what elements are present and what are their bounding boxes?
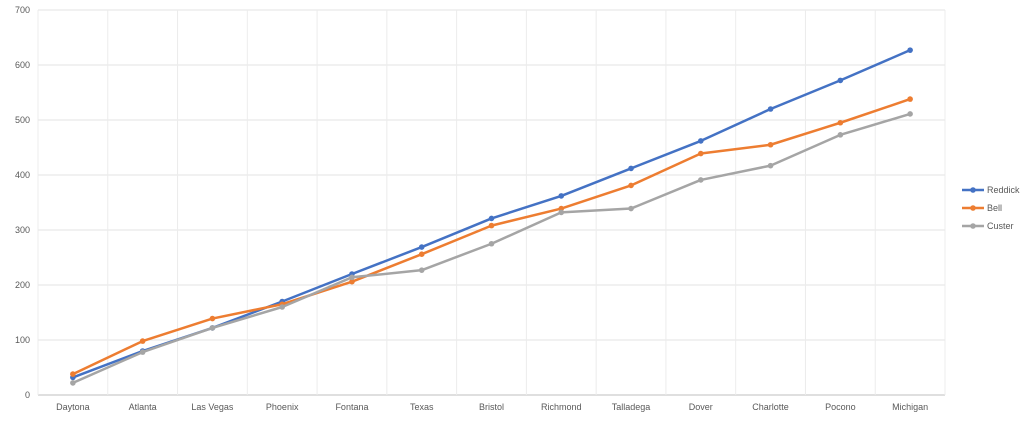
data-point <box>628 205 634 212</box>
data-point <box>907 47 913 53</box>
x-tick-label: Las Vegas <box>191 402 234 412</box>
axes: 0 100 200 300 400 500 600 700 Daytona Atlanta Las … <box>15 5 928 412</box>
data-point <box>698 150 704 157</box>
data-point <box>349 274 355 281</box>
grid-lines <box>37 9 946 396</box>
legend-label: Bell <box>987 203 1002 213</box>
legend: Reddick Bell Custer <box>962 185 1020 231</box>
x-tick-label: Pocono <box>825 402 856 412</box>
data-point <box>488 222 495 229</box>
data-point <box>837 132 844 138</box>
series-line <box>71 48 912 379</box>
data-point <box>698 177 704 183</box>
data-point <box>418 251 425 257</box>
data-point <box>488 240 495 247</box>
data-point <box>139 349 146 355</box>
data-point <box>349 278 355 285</box>
y-tick-label: 100 <box>15 335 30 345</box>
data-point <box>488 215 495 222</box>
x-tick-label: Michigan <box>892 402 928 412</box>
y-tick-label: 600 <box>15 60 30 70</box>
x-tick-label: Daytona <box>56 402 90 412</box>
data-point <box>209 315 216 322</box>
series-reddick <box>70 47 913 381</box>
legend-marker <box>970 223 976 229</box>
data-point <box>279 304 285 310</box>
legend-marker <box>970 187 976 193</box>
data-point <box>628 165 634 172</box>
y-tick-label: 700 <box>15 5 30 15</box>
data-point <box>558 193 565 199</box>
data-point <box>70 371 76 377</box>
data-point <box>558 205 565 212</box>
y-tick-label: 400 <box>15 170 30 180</box>
y-tick-label: 300 <box>15 225 30 235</box>
legend-item-reddick: Reddick <box>962 185 1020 195</box>
data-point <box>767 162 774 169</box>
x-tick-label: Charlotte <box>752 402 789 412</box>
legend-item-bell: Bell <box>962 203 1002 213</box>
x-tick-label: Bristol <box>479 402 504 412</box>
data-point <box>698 138 704 144</box>
data-point <box>418 244 425 250</box>
x-tick-label: Richmond <box>541 402 582 412</box>
data-point <box>70 380 76 386</box>
data-point <box>209 325 216 331</box>
series-lines <box>70 47 913 386</box>
series-custer <box>70 111 913 386</box>
data-point <box>907 111 913 117</box>
x-tick-label: Texas <box>410 402 434 412</box>
data-point <box>139 338 146 344</box>
legend-label: Reddick <box>987 185 1020 195</box>
series-bell <box>70 96 913 377</box>
data-point <box>767 106 774 112</box>
y-tick-label: 0 <box>25 390 30 400</box>
legend-label: Custer <box>987 221 1014 231</box>
legend-marker <box>970 205 976 211</box>
x-tick-label: Fontana <box>335 402 368 412</box>
series-line <box>71 112 912 385</box>
x-tick-label: Talladega <box>612 402 651 412</box>
data-point <box>558 209 565 216</box>
x-tick-label: Dover <box>689 402 713 412</box>
data-point <box>628 182 634 189</box>
data-point <box>837 77 844 84</box>
y-tick-label: 500 <box>15 115 30 125</box>
data-point <box>418 267 425 273</box>
x-tick-label: Atlanta <box>129 402 157 412</box>
y-tick-label: 200 <box>15 280 30 290</box>
data-point <box>767 141 774 148</box>
legend-item-custer: Custer <box>962 221 1014 231</box>
x-tick-label: Phoenix <box>266 402 299 412</box>
data-point <box>837 119 844 126</box>
data-point <box>907 96 913 102</box>
